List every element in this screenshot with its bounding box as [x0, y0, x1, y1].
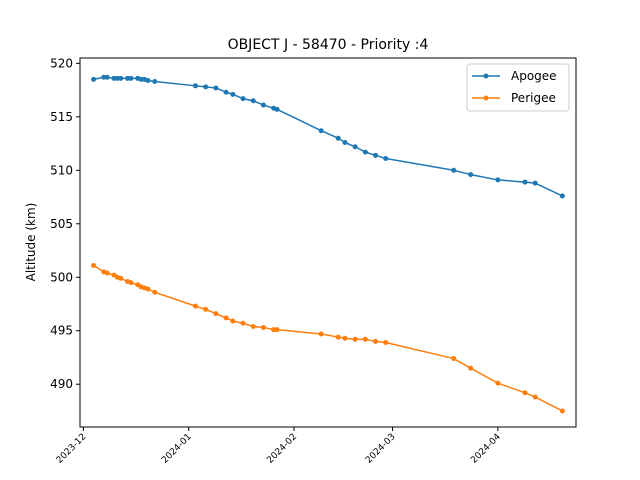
y-tick-label: 520 — [50, 56, 73, 70]
apogee-point — [240, 96, 246, 102]
y-tick-label: 490 — [50, 377, 73, 391]
apogee-point — [223, 89, 229, 95]
perigee-point — [152, 289, 158, 295]
perigee-point — [335, 334, 341, 340]
apogee-point — [532, 180, 538, 186]
apogee-point — [468, 172, 474, 178]
perigee-point — [260, 325, 266, 331]
apogee-point — [152, 79, 158, 85]
perigee-point — [118, 275, 124, 281]
perigee-point — [373, 338, 379, 344]
apogee-point — [274, 106, 280, 112]
apogee-point — [128, 75, 134, 81]
plot-frame — [79, 57, 577, 428]
apogee-point — [373, 152, 379, 158]
perigee-point — [468, 365, 474, 371]
apogee-point — [559, 193, 565, 199]
perigee-point — [145, 286, 151, 292]
perigee-point — [203, 306, 209, 312]
apogee-point — [383, 156, 389, 162]
y-tick-label: 505 — [50, 217, 73, 231]
perigee-point — [240, 320, 246, 326]
perigee-point — [383, 340, 389, 345]
y-axis-label: Altitude (km) — [24, 203, 38, 282]
perigee-point — [128, 280, 134, 286]
perigee-point — [213, 311, 219, 317]
perigee-point — [104, 270, 110, 276]
legend-perigee-label: Perigee — [511, 91, 556, 105]
perigee-point — [223, 315, 229, 321]
apogee-point — [260, 102, 266, 108]
apogee-point — [213, 85, 219, 91]
apogee-point — [495, 177, 501, 183]
perigee-point — [522, 390, 528, 396]
apogee-point — [230, 91, 236, 97]
apogee-series — [91, 74, 565, 199]
perigee-point — [91, 263, 97, 268]
apogee-point — [451, 167, 457, 173]
perigee-point — [250, 323, 256, 329]
apogee-point — [203, 84, 209, 90]
y-tick-label: 510 — [50, 163, 73, 177]
legend-apogee-marker — [483, 73, 489, 79]
apogee-point — [342, 140, 348, 145]
perigee-point — [342, 335, 348, 341]
apogee-point — [522, 179, 528, 185]
legend: Apogee Perigee — [466, 63, 570, 112]
legend-perigee-marker — [483, 95, 489, 101]
perigee-point — [532, 394, 538, 400]
apogee-point — [362, 149, 368, 155]
apogee-point — [318, 128, 324, 134]
perigee-point — [352, 336, 358, 342]
perigee-point — [451, 356, 457, 362]
chart-title: OBJECT J - 58470 - Priority :4 — [228, 37, 429, 53]
y-tick-label: 500 — [50, 270, 73, 284]
apogee-point — [352, 144, 358, 150]
apogee-point — [193, 83, 199, 89]
perigee-point — [495, 380, 501, 386]
perigee-point — [193, 303, 199, 309]
legend-apogee-label: Apogee — [511, 69, 557, 83]
perigee-point — [274, 327, 280, 333]
apogee-point — [104, 74, 110, 80]
perigee-point — [230, 318, 236, 324]
y-tick-label: 515 — [50, 110, 73, 124]
perigee-point — [318, 331, 324, 337]
apogee-point — [91, 76, 97, 82]
apogee-point — [335, 135, 341, 141]
perigee-series — [91, 263, 565, 414]
apogee-point — [118, 75, 124, 81]
perigee-point — [362, 336, 368, 342]
y-tick-label: 495 — [50, 324, 73, 338]
apogee-point — [145, 77, 151, 83]
perigee-point — [559, 408, 565, 414]
apogee-point — [250, 98, 256, 104]
